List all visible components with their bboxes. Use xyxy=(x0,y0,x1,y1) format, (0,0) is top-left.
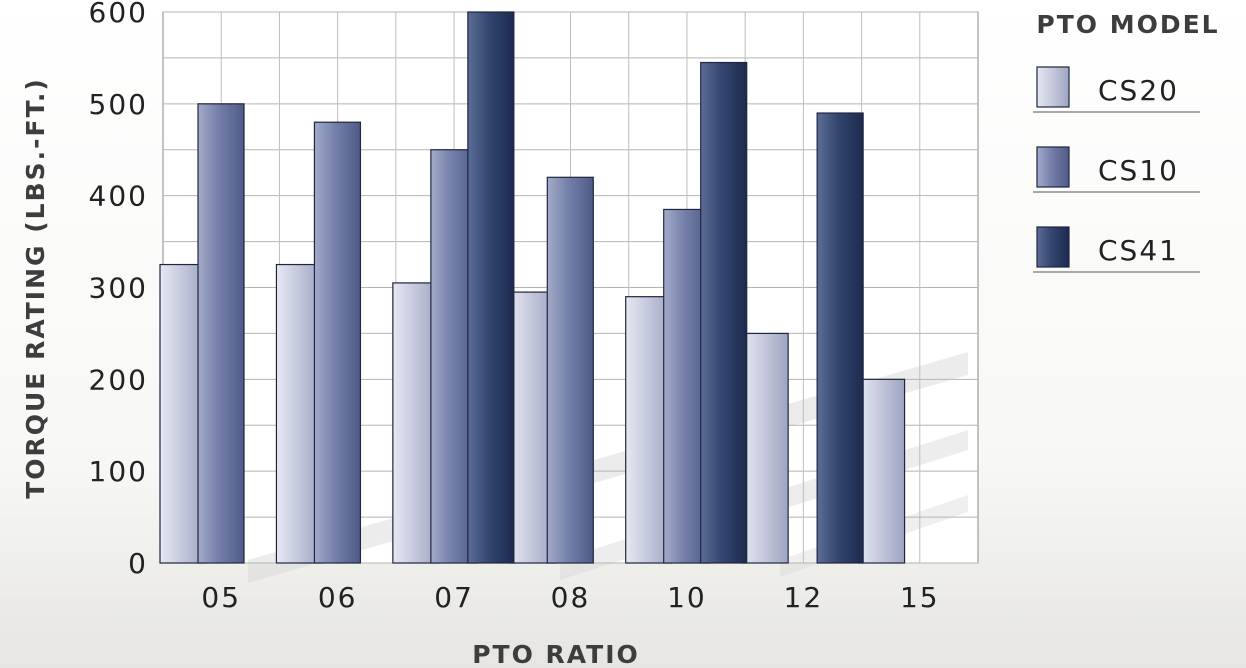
legend-label: CS10 xyxy=(1098,154,1179,187)
y-tick-label: 100 xyxy=(89,455,148,488)
bar-cs10-06 xyxy=(313,121,362,564)
bar-cs41-10 xyxy=(700,61,748,564)
bar-cs41-12 xyxy=(816,112,864,564)
x-axis-title: PTO RATIO xyxy=(472,640,640,668)
legend-item-cs41: CS41 xyxy=(1033,226,1200,273)
legend-title: PTO MODEL xyxy=(1036,10,1219,39)
y-axis-title: TORQUE RATING (LBS.-FT.) xyxy=(21,77,50,499)
legend-item-cs10: CS10 xyxy=(1033,146,1200,193)
x-tick-label: 06 xyxy=(318,581,358,614)
y-tick-label: 400 xyxy=(89,180,148,213)
legend-swatch xyxy=(1036,66,1070,108)
legend: PTO MODEL CS20 CS10 CS41 xyxy=(1033,10,1219,273)
legend-label: CS41 xyxy=(1098,234,1179,267)
legend-swatch xyxy=(1036,146,1070,188)
x-tick-label: 05 xyxy=(201,581,241,614)
bars xyxy=(159,11,906,564)
legend-swatch xyxy=(1036,226,1070,268)
y-tick-label: 0 xyxy=(128,547,148,580)
y-tick-label: 600 xyxy=(89,0,148,29)
bar-cs20-15 xyxy=(857,378,906,564)
x-tick-label: 12 xyxy=(784,581,824,614)
x-tick-label: 08 xyxy=(551,581,591,614)
x-tick-label: 07 xyxy=(434,581,474,614)
y-tick-label: 500 xyxy=(89,88,148,121)
x-tick-label: 10 xyxy=(667,581,707,614)
legend-label: CS20 xyxy=(1098,74,1179,107)
y-axis-ticks: 0 100 200 300 400 500 600 xyxy=(89,0,148,580)
bar-cs10-05 xyxy=(197,103,245,564)
bar-cs10-08 xyxy=(546,176,594,564)
x-tick-label: 15 xyxy=(900,581,940,614)
y-tick-label: 200 xyxy=(89,363,148,396)
legend-item-cs20: CS20 xyxy=(1033,66,1200,113)
x-axis-ticks: 05 06 07 08 10 12 15 xyxy=(201,581,940,614)
y-tick-label: 300 xyxy=(89,272,148,305)
bar-cs20-12 xyxy=(741,332,789,564)
bar-cs41-07 xyxy=(467,11,515,564)
